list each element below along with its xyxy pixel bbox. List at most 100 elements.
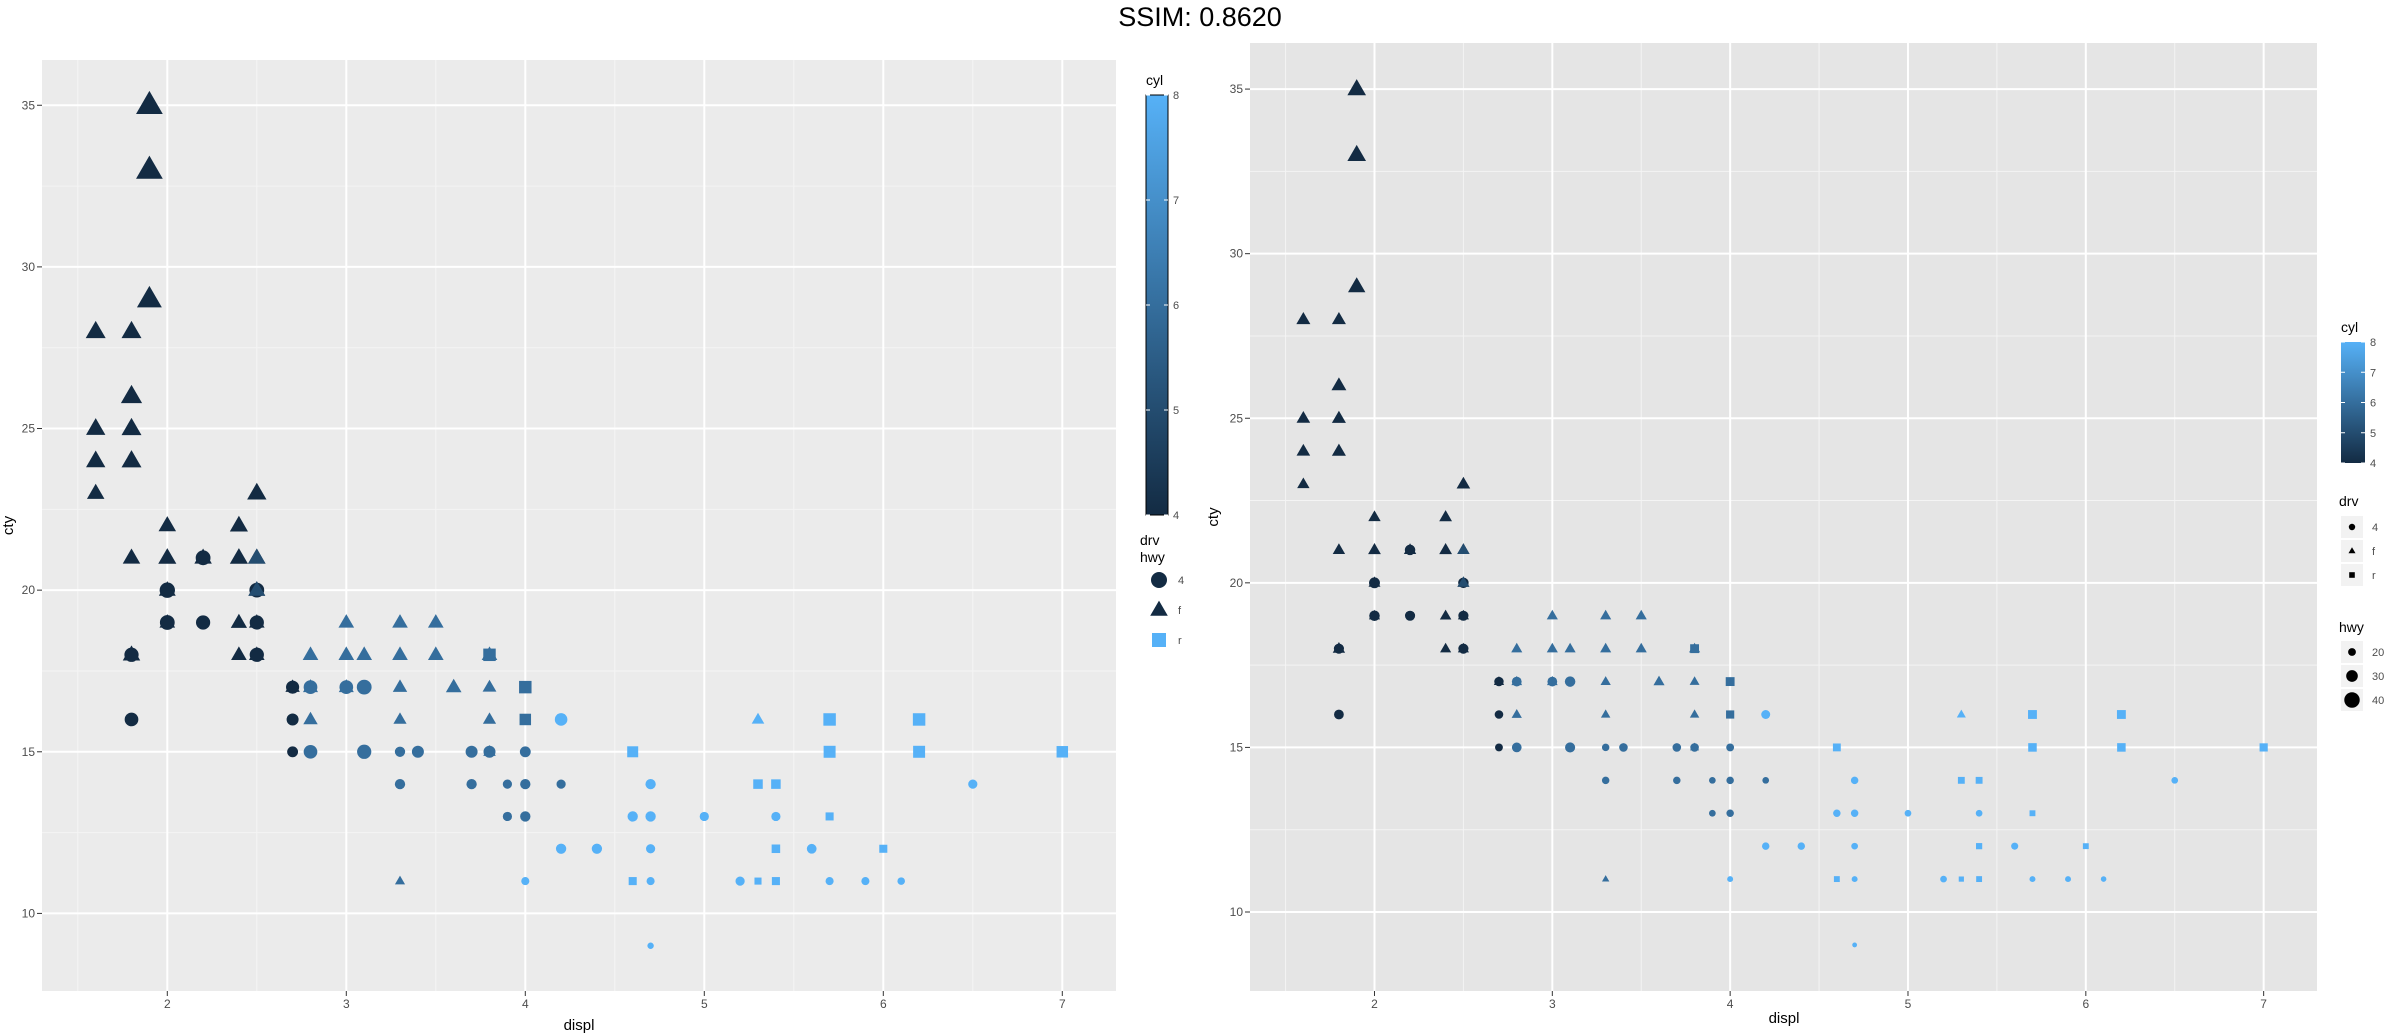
y-tick-label: 15	[22, 745, 36, 759]
legend-key-shape	[2349, 572, 2355, 578]
data-point	[2259, 743, 2268, 752]
data-point	[122, 548, 141, 564]
y-tick-label: 30	[22, 260, 36, 274]
data-point	[645, 778, 656, 790]
data-point	[1635, 609, 1647, 620]
y-tick-label: 35	[1230, 82, 1244, 96]
data-point	[519, 714, 531, 725]
data-point	[1546, 642, 1558, 653]
colorbar-label: 5	[1173, 405, 1179, 417]
colorbar-label: 8	[2370, 337, 2376, 349]
data-point	[1511, 642, 1523, 653]
data-point	[394, 778, 406, 790]
data-point	[394, 875, 406, 885]
data-point	[1904, 809, 1912, 817]
data-point	[1600, 642, 1612, 653]
data-point	[2171, 776, 2179, 784]
data-point	[2011, 842, 2019, 850]
data-point	[1957, 776, 1965, 784]
data-point	[483, 745, 496, 758]
y-axis-title: cty	[1205, 507, 1222, 527]
x-tick-label: 3	[343, 997, 350, 1011]
legend-title-drv-hwy: drv	[1140, 532, 1159, 548]
legend-label-hwy: 40	[2372, 695, 2384, 707]
data-point	[1439, 543, 1453, 555]
data-point	[248, 548, 266, 564]
data-point	[647, 942, 654, 949]
y-tick-label: 35	[22, 98, 36, 112]
data-point	[86, 450, 106, 468]
colorbar-label: 7	[1173, 195, 1179, 207]
data-point	[1495, 743, 1503, 752]
x-tick-label: 6	[880, 997, 887, 1011]
data-point	[521, 877, 530, 886]
legend-title-drv: drv	[2339, 493, 2358, 509]
data-point	[771, 811, 781, 822]
data-point	[1601, 776, 1610, 785]
legend-key-shape	[1152, 633, 1166, 647]
data-point	[754, 877, 762, 885]
x-tick-label: 2	[1371, 997, 1378, 1011]
x-tick-label: 2	[164, 997, 171, 1011]
data-point	[1439, 609, 1452, 620]
data-point	[159, 615, 175, 630]
data-point	[1958, 876, 1964, 882]
data-point	[1689, 676, 1700, 685]
data-point	[1368, 543, 1381, 555]
data-point	[392, 646, 408, 660]
plot-panel-background	[1250, 43, 2317, 991]
legend-key-size	[2344, 692, 2360, 708]
data-point	[1347, 79, 1367, 96]
data-point	[1331, 443, 1346, 456]
data-point	[411, 745, 424, 758]
legend-label-drv: r	[2372, 570, 2376, 582]
data-point	[1296, 311, 1311, 325]
y-tick-label: 20	[22, 583, 36, 597]
data-point	[122, 645, 141, 661]
y-tick-label: 15	[1230, 740, 1244, 754]
colorbar-label: 8	[1173, 90, 1179, 102]
data-points	[1296, 79, 2268, 948]
data-point	[751, 712, 765, 724]
data-point	[823, 713, 836, 726]
data-point	[338, 646, 355, 660]
data-point	[1404, 610, 1416, 621]
data-point	[1511, 742, 1522, 753]
data-point	[1494, 710, 1504, 719]
data-point	[519, 746, 531, 758]
data-point	[1851, 842, 1858, 850]
data-point	[554, 713, 568, 726]
data-point	[1852, 942, 1858, 948]
data-point	[861, 877, 870, 886]
data-point	[303, 680, 318, 694]
data-point	[1457, 543, 1470, 554]
data-point	[1297, 477, 1310, 489]
y-tick-label: 10	[22, 906, 36, 920]
data-point	[627, 746, 639, 758]
data-point	[2082, 843, 2089, 850]
data-point	[1564, 642, 1576, 653]
colorbar-label: 6	[2370, 398, 2376, 410]
data-point	[249, 615, 264, 630]
data-point	[825, 812, 834, 821]
legend-key-shape	[2348, 523, 2356, 531]
legend-key-shape	[1151, 572, 1167, 588]
data-point	[771, 877, 780, 886]
data-point	[2116, 710, 2126, 719]
data-point	[771, 844, 781, 854]
data-point	[1493, 676, 1505, 685]
legend-label-drv: f	[1178, 605, 1182, 617]
data-point	[1331, 377, 1347, 391]
data-point	[356, 646, 373, 660]
data-point	[195, 615, 211, 630]
data-point	[158, 516, 177, 532]
data-point	[393, 712, 407, 724]
y-tick-label: 25	[1230, 411, 1244, 425]
data-point	[1369, 577, 1380, 589]
colorbar-label: 4	[1173, 510, 1179, 522]
data-point	[158, 548, 177, 564]
data-point	[287, 746, 299, 758]
data-point	[1440, 642, 1452, 653]
x-tick-label: 6	[2082, 997, 2089, 1011]
